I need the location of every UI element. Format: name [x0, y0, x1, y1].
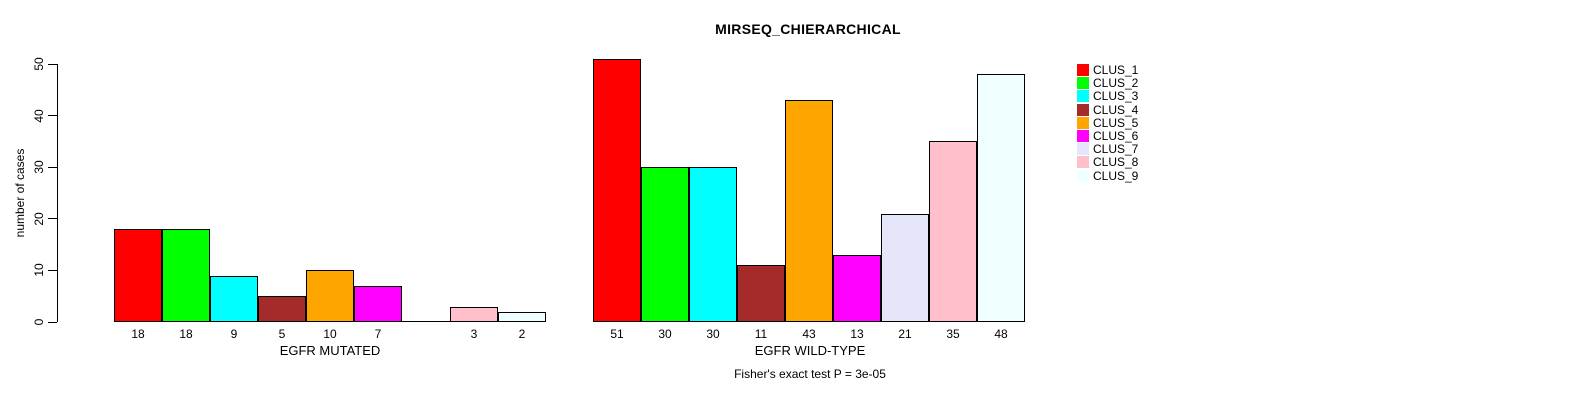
bar-egfr-mutated-clus-9 — [498, 311, 546, 322]
bar-egfr-wild-type-clus-2 — [641, 167, 689, 322]
legend-label-clus-7: CLUS_7 — [1093, 142, 1139, 157]
bar-value-label: 48 — [994, 327, 1008, 341]
legend-swatch-clus-5 — [1077, 116, 1089, 129]
bar-egfr-wild-type-clus-9 — [977, 74, 1025, 322]
bar-egfr-mutated-clus-1 — [114, 229, 162, 322]
legend-swatch-clus-1 — [1077, 64, 1089, 76]
y-axis-line — [57, 64, 58, 322]
legend-label-clus-5: CLUS_5 — [1093, 115, 1139, 130]
bar-value-label: 10 — [323, 327, 337, 341]
bar-egfr-wild-type-clus-4 — [737, 265, 785, 322]
bar-value-label: 21 — [898, 327, 912, 341]
bar-value-label: 7 — [374, 327, 382, 341]
bar-egfr-mutated-clus-3 — [210, 275, 258, 322]
bar-egfr-wild-type-clus-7 — [881, 213, 929, 322]
fisher-test-caption: Fisher's exact test P = 3e-05 — [734, 367, 886, 381]
y-axis-tick — [48, 218, 57, 220]
y-axis-tick — [48, 269, 57, 271]
bar-value-label: 2 — [518, 327, 526, 341]
legend-swatch-clus-3 — [1077, 90, 1089, 103]
x-axis-group-label-egfr-wild-type: EGFR WILD-TYPE — [754, 343, 866, 358]
bar-value-label: 30 — [706, 327, 720, 341]
legend-swatch-clus-8 — [1077, 156, 1089, 169]
bar-value-label: 51 — [610, 327, 624, 341]
legend-label-clus-8: CLUS_8 — [1093, 155, 1139, 170]
y-axis-tick-label: 50 — [32, 57, 46, 71]
bar-value-label: 3 — [470, 327, 478, 341]
bar-egfr-mutated-clus-7 — [402, 321, 450, 322]
bar-value-label: 11 — [754, 327, 768, 341]
y-axis-tick-label: 20 — [32, 212, 46, 226]
legend-label-clus-9: CLUS_9 — [1093, 168, 1139, 183]
y-axis-title: number of cases — [13, 148, 27, 238]
legend-swatch-clus-4 — [1077, 103, 1089, 116]
bar-value-label: 13 — [850, 327, 864, 341]
bar-egfr-wild-type-clus-1 — [593, 58, 641, 322]
x-axis-group-label-egfr-mutated: EGFR MUTATED — [279, 343, 381, 358]
bar-value-label: 18 — [131, 327, 145, 341]
bar-value-label: 5 — [278, 327, 286, 341]
bar-egfr-mutated-clus-4 — [258, 296, 306, 322]
y-axis-tick — [48, 115, 57, 117]
bar-egfr-wild-type-clus-5 — [785, 100, 833, 322]
bar-value-label: 18 — [179, 327, 193, 341]
y-axis-tick-label: 40 — [32, 108, 46, 123]
legend-label-clus-1: CLUS_1 — [1093, 63, 1139, 77]
legend-label-clus-2: CLUS_2 — [1093, 76, 1139, 91]
chart-title: MIRSEQ_CHIERARCHICAL — [715, 21, 901, 37]
legend-label-clus-4: CLUS_4 — [1093, 102, 1139, 117]
y-axis-tick-label: 0 — [32, 318, 46, 326]
bar-value-label: 43 — [802, 327, 816, 341]
bar-egfr-wild-type-clus-3 — [689, 167, 737, 322]
legend-swatch-clus-9 — [1077, 169, 1089, 182]
legend-label-clus-3: CLUS_3 — [1093, 89, 1139, 104]
y-axis-tick — [48, 166, 57, 168]
bar-egfr-mutated-clus-6 — [354, 285, 402, 322]
bar-egfr-wild-type-clus-8 — [929, 141, 977, 322]
bar-egfr-mutated-clus-2 — [162, 229, 210, 322]
bar-value-label: 30 — [658, 327, 672, 341]
legend-swatch-clus-6 — [1077, 130, 1089, 142]
legend-swatch-clus-2 — [1077, 77, 1089, 90]
legend-swatch-clus-7 — [1077, 143, 1089, 156]
bar-egfr-wild-type-clus-6 — [833, 254, 881, 322]
y-axis-tick-label: 10 — [32, 263, 46, 278]
bar-value-label: 9 — [230, 327, 238, 341]
bar-value-label: 35 — [946, 327, 960, 341]
y-axis-tick-label: 30 — [32, 160, 46, 174]
y-axis-tick — [48, 63, 57, 65]
bar-egfr-mutated-clus-5 — [306, 270, 354, 322]
bar-egfr-mutated-clus-8 — [450, 306, 498, 322]
legend-label-clus-6: CLUS_6 — [1093, 129, 1139, 143]
y-axis-tick — [48, 321, 57, 323]
